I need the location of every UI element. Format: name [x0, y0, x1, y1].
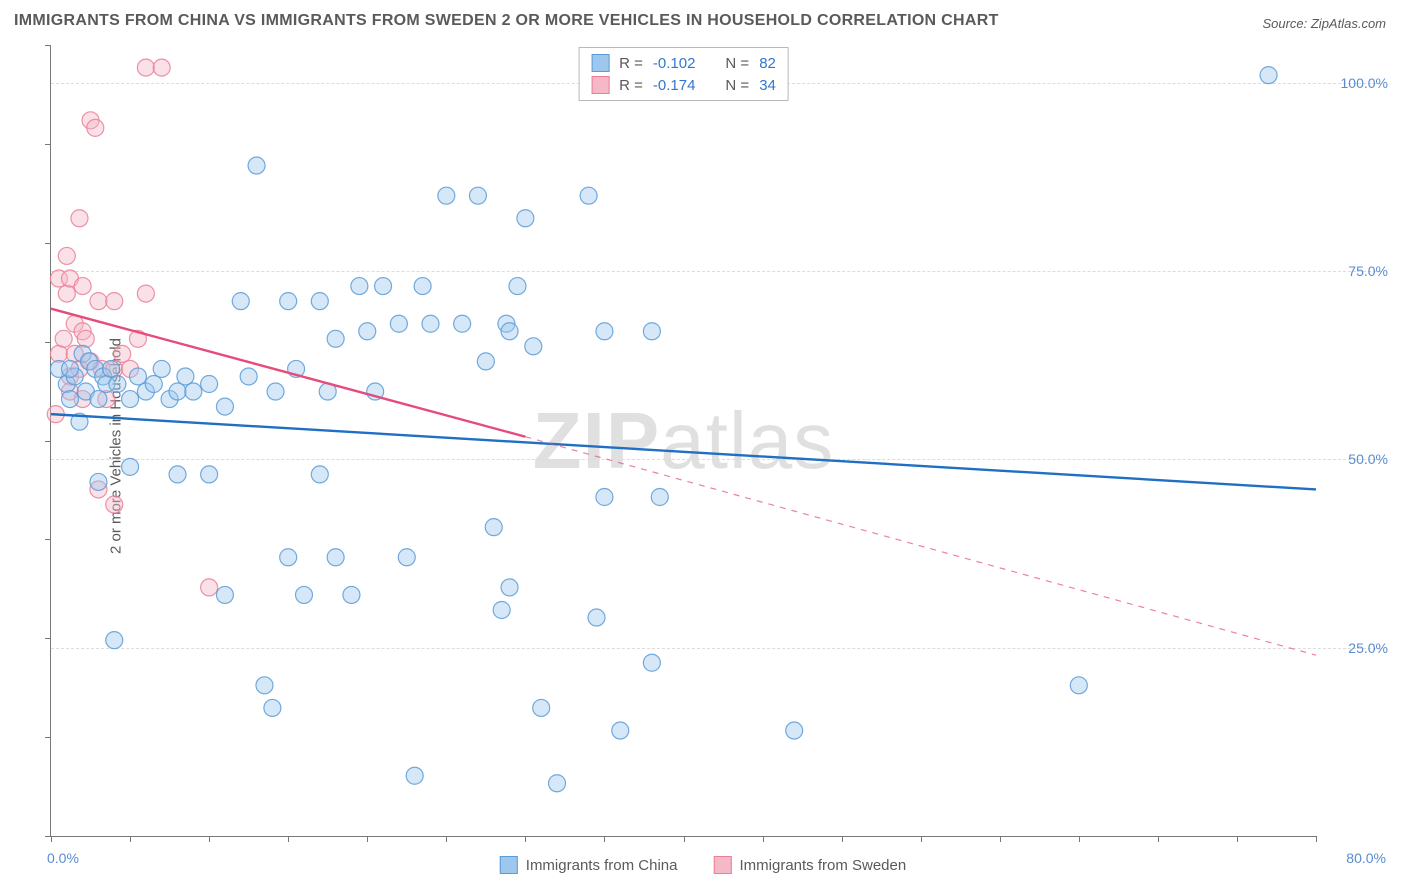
- legend-item-china: Immigrants from China: [500, 856, 678, 874]
- r-label: R =: [619, 55, 643, 72]
- swatch-sweden-icon: [713, 856, 731, 874]
- r-value-sweden: -0.174: [653, 77, 696, 94]
- series-legend: Immigrants from China Immigrants from Sw…: [500, 856, 906, 874]
- swatch-sweden-icon: [591, 76, 609, 94]
- y-tick-label: 75.0%: [1348, 263, 1388, 279]
- corr-row-sweden: R = -0.174 N = 34: [591, 74, 776, 96]
- correlation-legend: R = -0.102 N = 82 R = -0.174 N = 34: [578, 47, 789, 101]
- y-tick-label: 25.0%: [1348, 640, 1388, 656]
- legend-item-sweden: Immigrants from Sweden: [713, 856, 906, 874]
- chart-container: IMMIGRANTS FROM CHINA VS IMMIGRANTS FROM…: [0, 0, 1406, 892]
- source-label: Source: ZipAtlas.com: [1262, 16, 1386, 31]
- y-tick-label: 50.0%: [1348, 451, 1388, 467]
- scatter-svg: [51, 45, 1316, 836]
- chart-title: IMMIGRANTS FROM CHINA VS IMMIGRANTS FROM…: [14, 12, 999, 30]
- n-label: N =: [725, 55, 749, 72]
- n-label: N =: [725, 77, 749, 94]
- swatch-china-icon: [500, 856, 518, 874]
- legend-label-sweden: Immigrants from Sweden: [739, 857, 906, 874]
- legend-label-china: Immigrants from China: [526, 857, 678, 874]
- r-label: R =: [619, 77, 643, 94]
- plot-area: ZIPatlas 25.0%50.0%75.0%100.0% 0.0% 80.0…: [50, 45, 1316, 837]
- y-tick-label: 100.0%: [1341, 75, 1388, 91]
- n-value-sweden: 34: [759, 77, 776, 94]
- x-tick-min: 0.0%: [47, 850, 79, 866]
- n-value-china: 82: [759, 55, 776, 72]
- swatch-china-icon: [591, 54, 609, 72]
- x-tick-max: 80.0%: [1346, 850, 1386, 866]
- corr-row-china: R = -0.102 N = 82: [591, 52, 776, 74]
- r-value-china: -0.102: [653, 55, 696, 72]
